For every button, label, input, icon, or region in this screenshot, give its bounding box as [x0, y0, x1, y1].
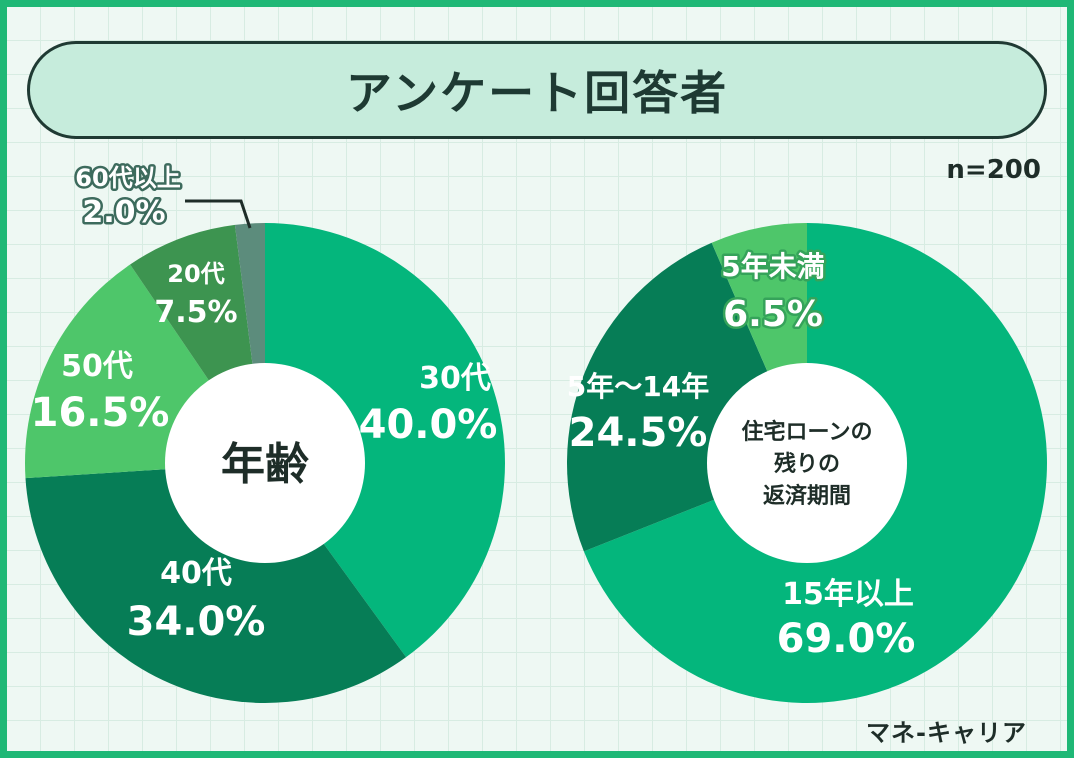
center-label: 年齢 — [221, 439, 309, 490]
center-label: 残りの — [774, 451, 840, 477]
slice-value-label: 34.0% — [127, 599, 266, 645]
slice-name-label: 15年以上 — [782, 577, 914, 612]
center-label: 住宅ローンの — [742, 419, 873, 445]
donut-hole — [707, 363, 907, 563]
center-label: 返済期間 — [763, 483, 851, 509]
donut-hole — [165, 363, 365, 563]
slice-value-label: 69.0% — [777, 616, 916, 662]
leader-line — [185, 199, 252, 229]
slice-name-label: 50代 — [61, 349, 133, 384]
slice-name-label: 30代 — [419, 361, 491, 396]
slice-name-label: 40代 — [160, 556, 232, 591]
slice-name-label: 20代 — [167, 260, 224, 288]
title-banner: アンケート回答者 — [27, 41, 1047, 139]
slice-value-label: 40.0% — [359, 402, 498, 448]
donut-chart-1: 年齢 30代 40.0% 40代 34.0% 50代 16.5% 20代 7.5% 60代以上 2.… — [25, 162, 505, 704]
slice-name-label: 60代以上 — [75, 164, 180, 192]
slice-value-label: 7.5% — [154, 295, 237, 330]
slice-1 — [265, 223, 505, 658]
slice-value-label: 24.5% — [569, 410, 708, 456]
sample-size: n=200 — [946, 155, 1041, 185]
slice-name-label: 5年～14年 — [567, 370, 709, 403]
slice-name-label: 5年未満 — [721, 250, 824, 283]
slice-value-label: 2.0% — [82, 195, 165, 230]
page-title: アンケート回答者 — [345, 66, 729, 120]
brand-logo: マネ-キャリア — [866, 719, 1027, 747]
slice-value-label: 6.5% — [723, 294, 823, 335]
slice-value-label: 16.5% — [31, 390, 170, 436]
slice-2 — [25, 463, 407, 704]
